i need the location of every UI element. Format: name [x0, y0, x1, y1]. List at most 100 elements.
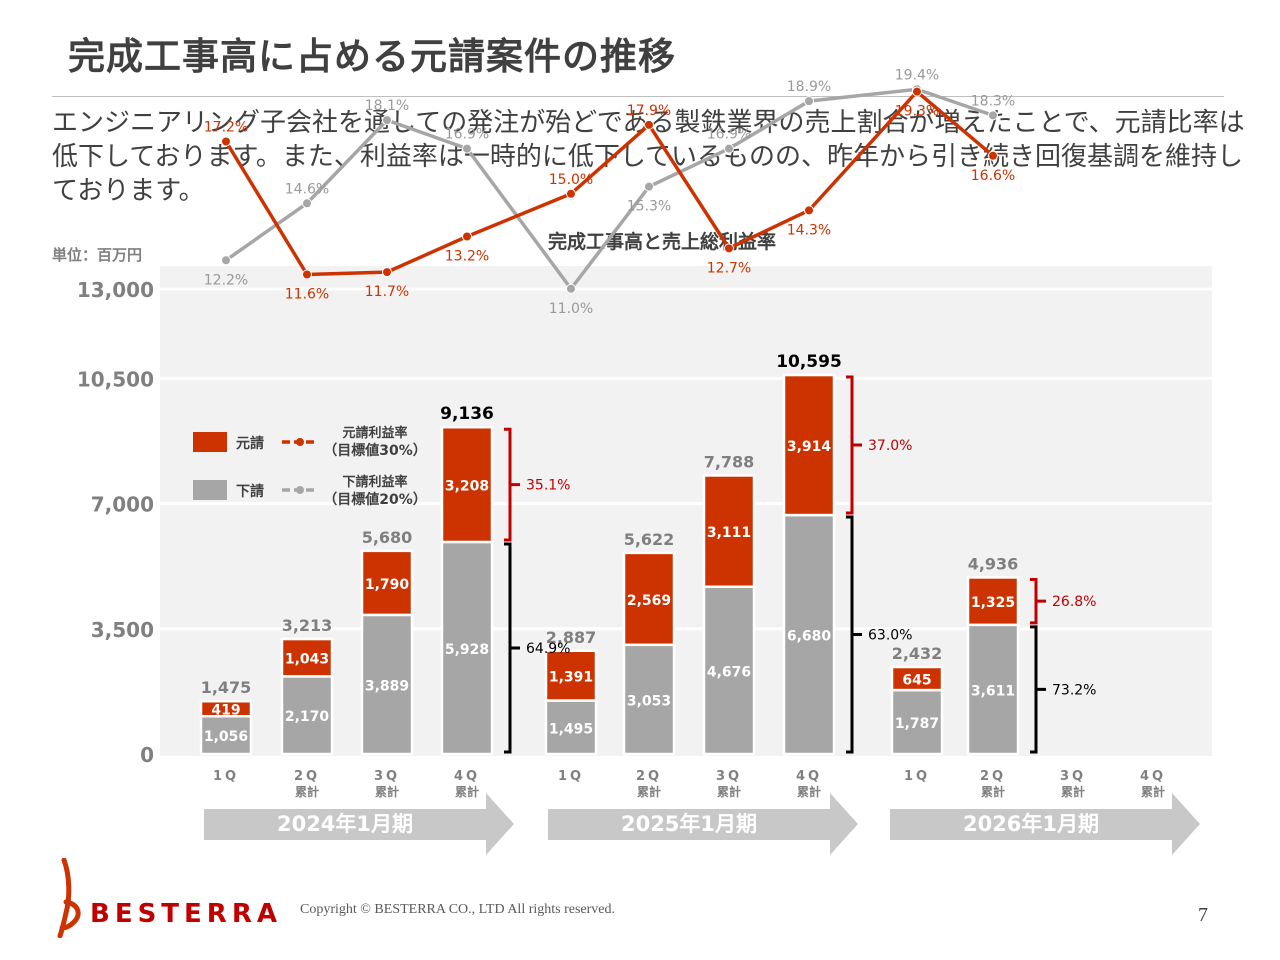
- lead-text: エンジニアリング子会社を通しての発注が殆どである製鉄業界の売上割合が増えたことで…: [52, 108, 1245, 206]
- prime-bracket: [846, 375, 862, 515]
- bar-sub: [702, 585, 756, 756]
- x-tick-label: 4Q: [1140, 769, 1166, 784]
- bar-total-label: 5,622: [624, 530, 675, 549]
- bar-sub-label: 5,928: [445, 642, 489, 658]
- bar-prime-label: 419: [211, 703, 240, 719]
- bar-prime-label: 1,325: [971, 595, 1015, 611]
- sub-rate-point: [302, 198, 312, 209]
- bar-prime: [440, 425, 494, 544]
- prime-rate-point: [462, 231, 472, 242]
- x-tick-sublabel: 累計: [375, 784, 399, 799]
- x-tick-label: 3Q: [716, 769, 742, 784]
- sub-share-label: 64.9%: [526, 641, 570, 657]
- bar-sub-label: 1,495: [549, 721, 593, 737]
- sub-rate-label: 15.3%: [627, 199, 671, 215]
- prime-rate-label: 13.2%: [445, 249, 489, 265]
- bar-total-label: 10,595: [776, 352, 842, 372]
- prime-rate-label: 19.3%: [895, 104, 939, 120]
- sub-rate-label: 18.1%: [365, 98, 409, 114]
- bar-total-label: 4,936: [968, 554, 1019, 573]
- prime-rate-label: 17.2%: [204, 120, 248, 136]
- prime-rate-point: [724, 243, 734, 254]
- prime-rate-point: [804, 205, 814, 216]
- bar-total-label: 2,887: [546, 628, 597, 647]
- sub-rate-point: [724, 143, 734, 154]
- bar-prime-label: 1,391: [549, 670, 593, 686]
- sub-rate-label: 14.6%: [285, 181, 329, 197]
- bar-total-label: 5,680: [362, 528, 413, 547]
- sub-rate-label: 12.2%: [204, 272, 248, 288]
- bar-sub-label: 3,053: [627, 693, 671, 709]
- legend-sub_rate-line1: 下請利益率: [342, 474, 407, 490]
- bar-total-label: 3,213: [282, 616, 333, 635]
- prime-rate-label: 11.6%: [285, 287, 329, 303]
- bar-total-label: 7,788: [704, 452, 755, 471]
- sub-rate-line: [224, 87, 994, 292]
- bar-prime-label: 3,208: [445, 479, 489, 495]
- prime-rate-label: 16.6%: [971, 168, 1015, 184]
- bar-total-label: 2,432: [892, 644, 943, 663]
- unit-label: 単位：百万円: [52, 246, 143, 264]
- sub-bracket: [846, 515, 862, 754]
- prime-share-label: 37.0%: [868, 438, 912, 454]
- prime-rate-label: 14.3%: [787, 222, 831, 238]
- bar-prime-label: 3,914: [787, 439, 832, 455]
- x-tick-label: 2Q: [294, 769, 320, 784]
- bar-sub: [280, 675, 334, 756]
- y-tick-label: 7,000: [91, 493, 154, 517]
- sub-bracket: [504, 542, 520, 754]
- y-tick-label: 0: [140, 743, 154, 767]
- prime-rate-point: [644, 119, 654, 130]
- x-tick-label: 4Q: [454, 769, 480, 784]
- legend-sub_rate-line2: （目標値20%）: [323, 491, 427, 508]
- prime-rate-label: 11.7%: [365, 284, 409, 300]
- prime-rate-point: [988, 150, 998, 161]
- legend-prime-swatch: [193, 432, 227, 452]
- x-tick-label: 4Q: [796, 769, 822, 784]
- title-divider: [52, 96, 1224, 97]
- sub-bracket: [1030, 625, 1046, 754]
- sub-rate-point: [988, 110, 998, 121]
- prime-rate-label: 17.9%: [627, 103, 671, 119]
- sub-rate-label: 11.0%: [549, 301, 593, 317]
- bar-prime: [199, 699, 253, 718]
- x-tick-label: 2Q: [636, 769, 662, 784]
- legend-prime-label: 元請: [236, 435, 264, 452]
- prime-share-label: 35.1%: [526, 478, 570, 494]
- fiscal-year-arrow: [890, 793, 1200, 855]
- bar-sub-label: 3,889: [365, 678, 409, 694]
- x-tick-label: 3Q: [374, 769, 400, 784]
- bar-prime: [702, 474, 756, 588]
- sub-share-label: 63.0%: [868, 628, 912, 644]
- bar-sub-label: 1,056: [204, 729, 248, 745]
- fiscal-year-arrow: [204, 793, 514, 855]
- x-tick-label: 1Q: [558, 769, 584, 784]
- prime-share-label: 26.8%: [1052, 594, 1096, 610]
- bar-prime-label: 1,043: [285, 652, 329, 668]
- x-tick-sublabel: 累計: [981, 784, 1005, 799]
- x-tick-sublabel: 累計: [717, 784, 741, 799]
- y-tick-label: 10,500: [77, 367, 154, 391]
- svg-text:BESTERRA: BESTERRA: [90, 899, 282, 929]
- prime-rate-point: [221, 136, 231, 147]
- prime-bracket: [1030, 577, 1046, 625]
- sub-rate-point: [566, 283, 576, 294]
- bar-sub-label: 2,170: [285, 709, 330, 725]
- bar-sub: [440, 540, 494, 756]
- legend-sub-label: 下請: [236, 483, 264, 500]
- besterra-logo: BESTERRA: [57, 858, 282, 938]
- x-tick-sublabel: 累計: [1141, 784, 1165, 799]
- bar-prime: [360, 549, 414, 617]
- legend-prime-dot: [296, 438, 304, 446]
- bar-prime: [622, 551, 676, 647]
- bar-sub: [360, 613, 414, 756]
- legend-prime_rate-line2: （目標値30%）: [323, 442, 427, 459]
- sub-rate-label: 16.9%: [445, 127, 489, 143]
- fiscal-year-label: 2024年1月期: [277, 812, 413, 836]
- x-tick-label: 1Q: [213, 769, 239, 784]
- x-tick-label: 1Q: [904, 769, 930, 784]
- bar-sub-label: 3,611: [971, 683, 1015, 699]
- x-tick-sublabel: 累計: [455, 784, 479, 799]
- x-tick-label: 3Q: [1060, 769, 1086, 784]
- page-title: 完成工事高に占める元請案件の推移: [68, 35, 676, 78]
